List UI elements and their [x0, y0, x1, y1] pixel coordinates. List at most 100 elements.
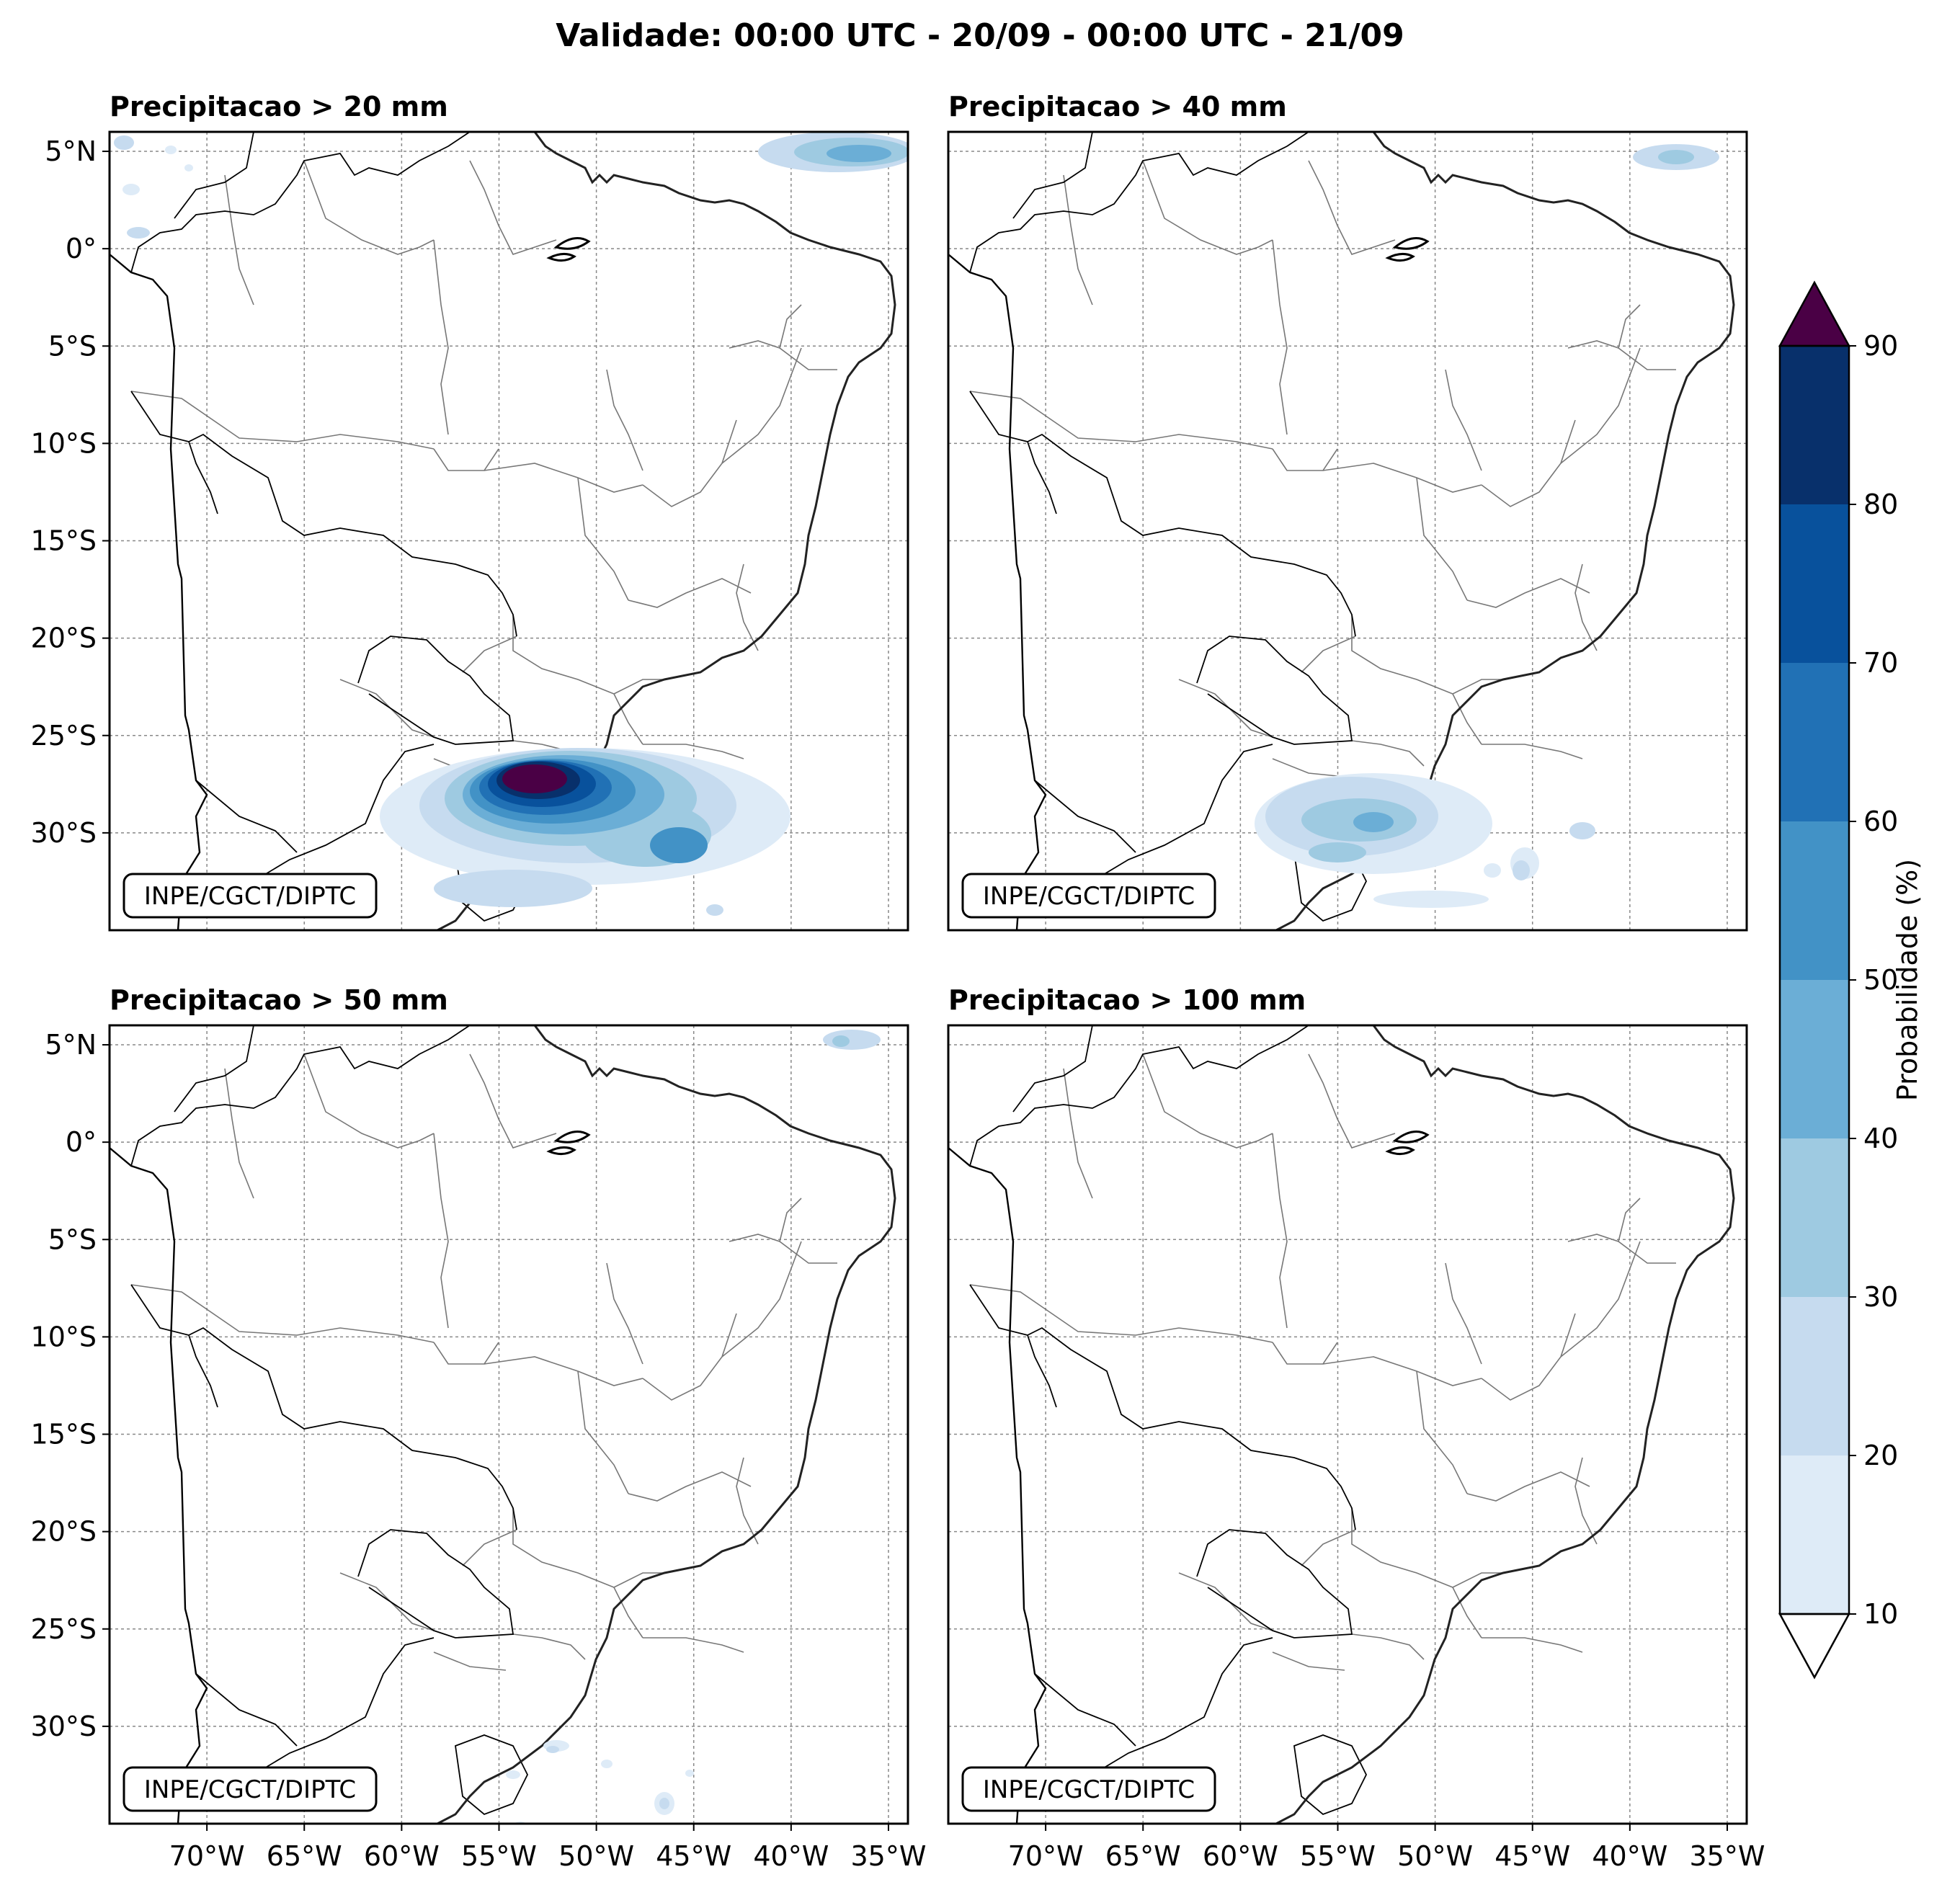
credit-box: INPE/CGCT/DIPTC [122, 1766, 378, 1812]
state-boundary [1142, 160, 1273, 255]
state-boundary [1560, 347, 1641, 464]
lon-tick-label: 50°W [558, 1840, 634, 1872]
state-boundary [1272, 758, 1345, 777]
colorbar-segment [1780, 1455, 1849, 1614]
lat-tick-label: 25°S [31, 720, 97, 752]
country-boundary [1012, 132, 1093, 219]
state-boundary [512, 1508, 664, 1588]
country-boundary [130, 132, 471, 273]
state-boundary [433, 239, 449, 435]
state-boundary [721, 1241, 802, 1357]
lon-tick-label: 35°W [851, 1840, 927, 1872]
lat-tick-label: 30°S [31, 817, 97, 849]
state-boundary [1351, 1508, 1503, 1588]
panel-title: Precipitacao > 20 mm [110, 91, 448, 122]
colorbar-segment [1780, 1138, 1849, 1297]
state-boundary [1482, 1637, 1583, 1653]
figure-title: Validade: 00:00 UTC - 20/09 - 00:00 UTC … [556, 17, 1404, 54]
lon-tick-label: 40°W [753, 1840, 829, 1872]
lat-tick-label: 15°S [31, 525, 97, 557]
country-boundary [188, 433, 517, 637]
panel-precip-50mm: Precipitacao > 50 mm 5°N 0° 5°S 10°S 15°S 20°… [31, 984, 927, 1872]
state-boundary [606, 1262, 643, 1365]
country-boundary [1034, 780, 1136, 853]
country-boundary [969, 1284, 1057, 1408]
colorbar-tick-label: 50 [1863, 964, 1898, 996]
state-boundary [628, 578, 752, 608]
state-boundary [1574, 1457, 1598, 1545]
state-boundary [606, 369, 643, 471]
state-boundary [433, 1133, 449, 1329]
colorbar-segment [1780, 346, 1849, 504]
probability-field [1255, 144, 1719, 908]
state-boundary [433, 1651, 507, 1671]
state-boundary [1178, 679, 1273, 738]
credit-text: INPE/CGCT/DIPTC [144, 1775, 356, 1804]
state-boundary [1142, 1053, 1273, 1149]
state-boundary [1466, 1471, 1590, 1502]
state-boundary [469, 1053, 557, 1149]
coastline-atlantic [1275, 1025, 1735, 1824]
country-boundary [357, 1529, 514, 1639]
state-boundary [339, 1572, 435, 1631]
coastline-pacific [110, 1147, 208, 1824]
state-boundary [969, 1284, 1273, 1343]
graticule [110, 1025, 908, 1824]
colorbar-extend-under [1778, 1613, 1851, 1680]
colorbar-segment [1780, 821, 1849, 980]
lon-tick-label: 45°W [656, 1840, 731, 1872]
basemap [948, 1025, 1747, 1824]
state-boundary [1308, 1053, 1396, 1149]
country-boundary [969, 1025, 1309, 1167]
state-boundary [1272, 448, 1338, 471]
country-boundary [174, 1025, 254, 1113]
state-boundary [1618, 304, 1641, 349]
state-boundary [130, 1284, 435, 1343]
panel-precip-20mm: Precipitacao > 20 mm [31, 91, 909, 932]
country-boundary [195, 780, 298, 853]
state-boundary [462, 1529, 517, 1566]
state-boundary [1481, 419, 1576, 507]
marajo-island [546, 1131, 591, 1155]
state-boundary [643, 744, 744, 759]
lat-tick-label: 5°N [45, 135, 97, 167]
lon-tick-label: 65°W [267, 1840, 342, 1872]
credit-box: INPE/CGCT/DIPTC [961, 873, 1216, 919]
credit-text: INPE/CGCT/DIPTC [983, 1775, 1195, 1804]
coastline-pacific [948, 254, 1047, 930]
probability-field [114, 132, 908, 916]
state-boundary [1445, 1262, 1482, 1365]
lat-tick-label: 25°S [31, 1613, 97, 1645]
panel-title: Precipitacao > 40 mm [948, 91, 1287, 122]
lat-tick-label: 20°S [31, 1516, 97, 1548]
country-boundary [1027, 433, 1356, 637]
marajo-island [1385, 237, 1430, 262]
boundaries [110, 1025, 896, 1824]
lon-tick-label: 55°W [461, 1840, 537, 1872]
lat-ticks: 5°N 0° 5°S 10°S 15°S 20°S 25°S 30°S [31, 135, 110, 849]
state-boundary [433, 448, 499, 471]
state-boundary [1466, 578, 1590, 608]
map-area [948, 132, 1747, 930]
country-boundary [130, 391, 218, 514]
lon-ticks: 70°W 65°W 60°W 55°W 50°W 45°W 40°W 35°W [169, 1824, 927, 1872]
colorbar-segment [1780, 663, 1849, 821]
state-boundary [303, 1053, 435, 1149]
state-boundary [1416, 477, 1468, 601]
lat-tick-label: 15°S [31, 1419, 97, 1450]
map-area [948, 1025, 1747, 1824]
country-boundary [130, 1284, 218, 1408]
state-boundary [1618, 1198, 1641, 1242]
state-boundary [512, 1633, 586, 1660]
colorbar-tick-label: 90 [1863, 330, 1898, 362]
state-boundary [1301, 1529, 1356, 1566]
country-boundary [188, 1327, 517, 1530]
state-boundary [736, 1457, 759, 1545]
state-boundary [736, 563, 759, 651]
state-boundary [1482, 744, 1583, 759]
colorbar-tick-label: 10 [1863, 1598, 1898, 1630]
state-boundary [224, 174, 254, 306]
country-boundary [1012, 1025, 1093, 1113]
panel-frame [108, 130, 909, 932]
